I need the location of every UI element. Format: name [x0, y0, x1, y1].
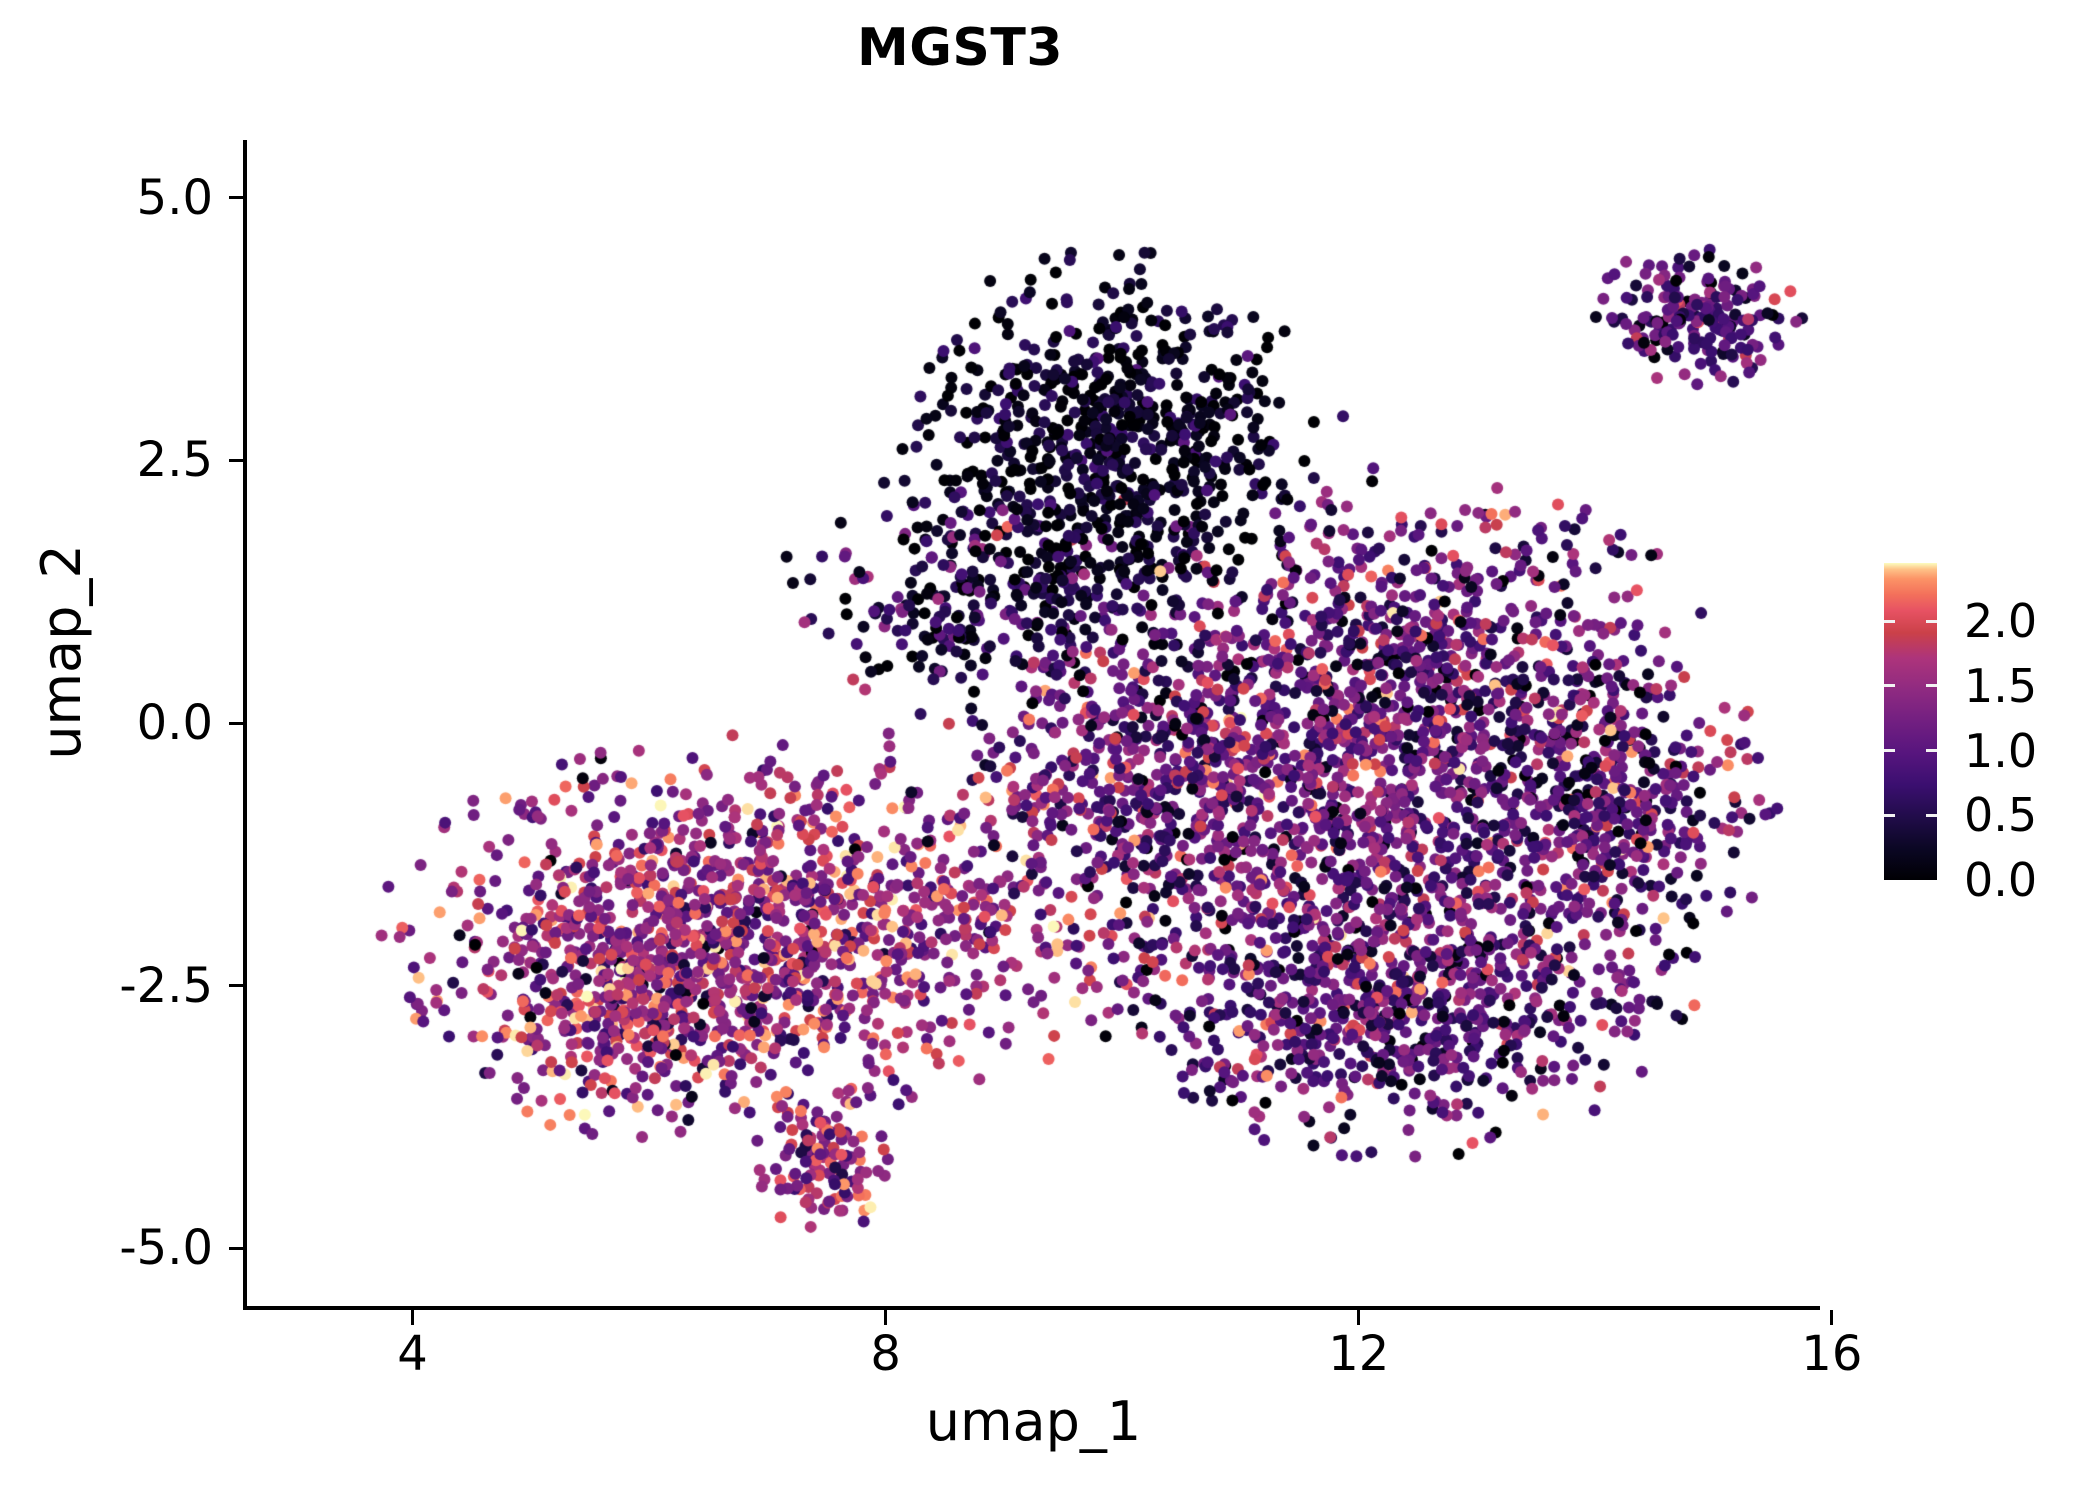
colorbar-tick-mark	[1926, 813, 1937, 817]
colorbar-tick-mark	[1926, 619, 1937, 623]
axis-spine-left	[243, 140, 247, 1306]
x-tick-mark	[1830, 1310, 1834, 1325]
colorbar-tick-label: 2.0	[1964, 594, 2038, 649]
page-title: MGST3	[856, 18, 1064, 78]
colorbar-tick-mark	[1926, 684, 1937, 688]
x-tick-mark	[411, 1310, 415, 1325]
colorbar-gradient	[1884, 563, 1937, 880]
colorbar-tick-mark	[1884, 813, 1895, 817]
y-tick-mark	[229, 721, 244, 725]
x-tick-label: 8	[870, 1326, 901, 1382]
y-tick-label: -2.5	[119, 957, 213, 1014]
x-axis-label: umap_1	[925, 1390, 1142, 1453]
x-tick-label: 12	[1328, 1326, 1390, 1382]
y-tick-label: -5.0	[119, 1220, 213, 1277]
colorbar-tick-mark	[1884, 749, 1895, 753]
x-tick-mark	[1357, 1310, 1361, 1325]
scatter-plot	[247, 140, 1820, 1306]
plot-axes: 4 8 12 16 5.0 2.5 0.0 -2.5 -5.0	[119, 140, 1862, 1378]
x-tick-mark	[884, 1310, 888, 1325]
y-tick-mark	[229, 1246, 244, 1250]
axis-spine-bottom	[243, 1306, 1820, 1310]
colorbar-tick-mark	[1926, 749, 1937, 753]
colorbar: 2.0 1.5 1.0 0.5 0.0	[1884, 563, 2094, 903]
colorbar-tick-label: 1.0	[1964, 723, 2038, 778]
y-tick-label: 2.5	[136, 432, 213, 489]
colorbar-tick-mark	[1884, 619, 1895, 623]
y-tick-label: 0.0	[136, 695, 213, 751]
y-tick-mark	[229, 984, 244, 988]
colorbar-tick-label: 1.5	[1964, 658, 2038, 713]
y-tick-label: 5.0	[136, 169, 213, 226]
y-tick-mark	[229, 458, 244, 462]
y-axis-label: umap_2	[30, 544, 93, 760]
colorbar-tick-label: 0.0	[1964, 853, 2038, 907]
x-tick-label: 4	[397, 1326, 428, 1382]
x-tick-label: 16	[1801, 1326, 1863, 1382]
y-tick-mark	[229, 196, 244, 200]
colorbar-tick-mark	[1884, 684, 1895, 688]
colorbar-tick-label: 0.5	[1964, 788, 2038, 843]
